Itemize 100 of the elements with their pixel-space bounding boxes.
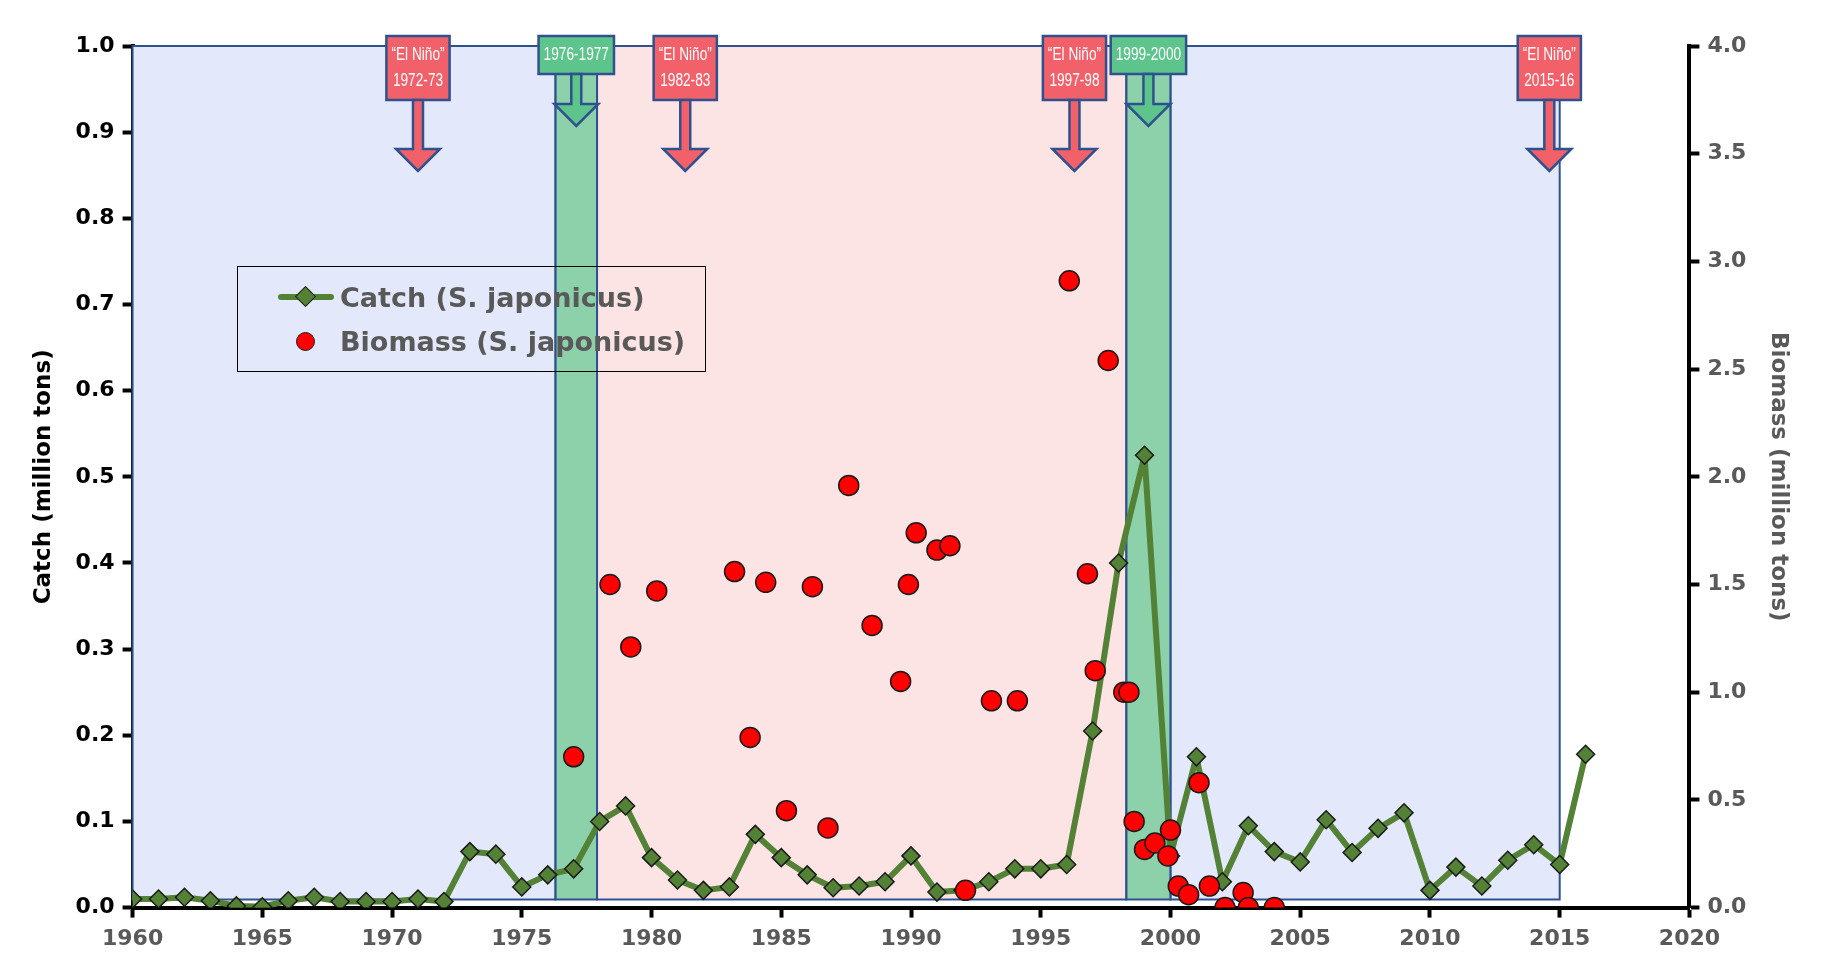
point <box>641 847 662 868</box>
x-tick-label: 1965 <box>231 924 293 950</box>
point <box>875 872 895 892</box>
point <box>954 879 977 902</box>
ref-line-label: “El Niño” 1997-98 <box>1047 43 1102 91</box>
point <box>1575 744 1596 764</box>
point <box>667 870 688 890</box>
point <box>1058 270 1081 292</box>
point <box>278 890 299 908</box>
point <box>1342 842 1362 863</box>
x-tick-label: 2005 <box>1269 924 1331 950</box>
point <box>620 636 642 658</box>
ref-line-label: “El Niño” 2015-16 <box>1522 43 1576 91</box>
x-tick-label: 1975 <box>491 924 553 950</box>
point <box>1144 832 1166 854</box>
point <box>1238 816 1259 836</box>
y2-tick-label: 1.0 <box>1707 677 1747 703</box>
y2-tick-label: 0.0 <box>1707 893 1747 919</box>
point <box>693 880 714 901</box>
point <box>1420 880 1440 901</box>
point <box>939 534 961 557</box>
point <box>801 575 824 598</box>
point <box>1030 859 1051 879</box>
point <box>979 872 999 892</box>
x-tick-label: 2000 <box>1139 924 1202 950</box>
y2-tick-label: 3.5 <box>1707 139 1747 165</box>
point <box>1316 809 1336 830</box>
point <box>1097 349 1119 372</box>
point <box>1084 659 1106 682</box>
y-tick-label: 0.7 <box>75 290 115 316</box>
point <box>1134 445 1155 466</box>
x-tick-label: 1985 <box>750 924 812 950</box>
x-tick-label: 2010 <box>1399 924 1461 950</box>
point <box>1076 562 1099 585</box>
band-label: 1999-2000 <box>1115 43 1182 65</box>
point <box>823 878 843 898</box>
point <box>1198 875 1221 897</box>
point <box>1368 818 1388 839</box>
y2-tick-label: 2.0 <box>1707 462 1747 488</box>
point <box>1394 803 1414 823</box>
point <box>797 865 817 885</box>
point <box>1472 876 1492 896</box>
point <box>589 811 610 832</box>
point <box>599 573 621 596</box>
point <box>849 876 869 896</box>
x-tick-label: 1980 <box>620 924 683 950</box>
y-tick-label: 0.1 <box>75 807 115 833</box>
point <box>1290 852 1310 872</box>
point <box>460 841 480 862</box>
x-tick-label: 2015 <box>1529 924 1591 950</box>
y2-tick-label: 3.0 <box>1707 247 1747 273</box>
point <box>745 824 766 845</box>
point <box>775 799 798 822</box>
point <box>645 580 668 602</box>
point <box>563 859 584 879</box>
point <box>356 891 376 908</box>
x-tick-label: 1970 <box>361 924 423 950</box>
point <box>434 891 454 908</box>
point <box>1264 841 1285 862</box>
ref-line-label: “El Niño” 1982-83 <box>658 43 712 91</box>
y-tick-label: 0.4 <box>75 548 115 574</box>
band-label: 1976-1977 <box>543 43 609 65</box>
ref-line-label: “El Niño” 1972-73 <box>391 43 445 91</box>
point <box>1056 854 1077 875</box>
y-tick-label: 1.0 <box>75 31 115 57</box>
point <box>1523 834 1544 855</box>
y2-tick-label: 0.5 <box>1707 785 1747 811</box>
y-axis-title: Catch (million tons) <box>28 349 55 605</box>
y-tick-label: 0.0 <box>75 893 115 919</box>
point <box>980 690 1003 712</box>
x-tick-label: 1960 <box>101 924 164 950</box>
x-tick-label: 2020 <box>1658 924 1721 950</box>
point <box>1006 690 1029 712</box>
point <box>486 844 506 864</box>
point <box>304 887 324 908</box>
point <box>1082 721 1103 741</box>
y-tick-label: 0.6 <box>75 376 115 402</box>
point <box>200 890 221 908</box>
y-tick-label: 0.5 <box>75 462 115 488</box>
point <box>897 573 920 596</box>
point <box>927 882 947 902</box>
point <box>330 891 350 908</box>
point <box>148 889 169 908</box>
point <box>615 796 636 816</box>
y-tick-label: 0.3 <box>75 634 115 660</box>
x-tick-label: 1995 <box>1010 924 1072 950</box>
point <box>861 614 883 637</box>
point <box>382 891 402 908</box>
point <box>1177 883 1200 906</box>
y-tick-label: 0.8 <box>75 204 115 230</box>
point <box>889 670 912 693</box>
y2-tick-label: 1.5 <box>1707 570 1747 596</box>
x-tick-label: 1990 <box>880 924 942 950</box>
point <box>174 887 195 908</box>
point <box>905 522 927 544</box>
point <box>1005 859 1025 879</box>
point <box>408 889 428 908</box>
point <box>1118 681 1140 703</box>
point <box>719 877 740 897</box>
point <box>723 560 746 583</box>
